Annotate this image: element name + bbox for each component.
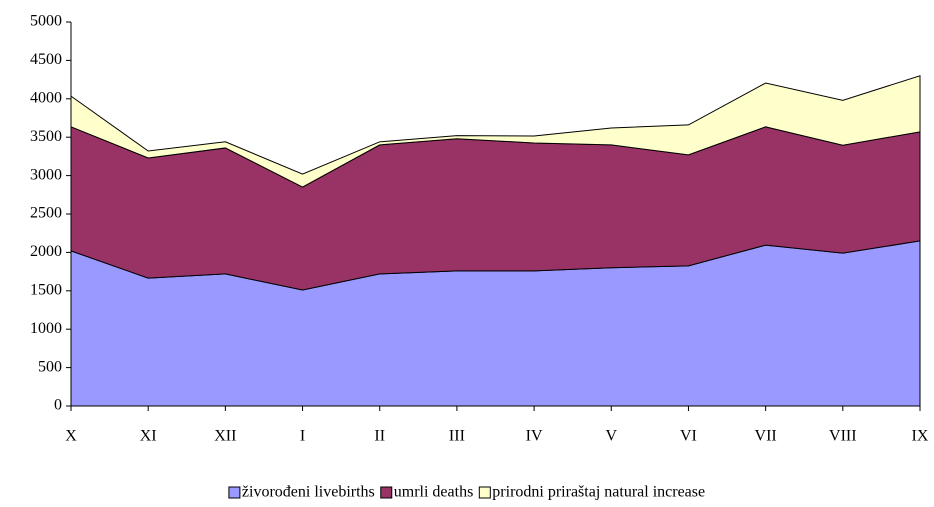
x-tick-label: X [65, 428, 77, 445]
legend-swatch [228, 486, 241, 499]
y-tick-label: 2500 [30, 205, 62, 222]
y-tick-label: 2000 [30, 243, 62, 260]
x-tick-label: V [605, 428, 617, 445]
y-tick-label: 3000 [30, 166, 62, 183]
y-tick-label: 1500 [30, 281, 62, 298]
y-tick-label: 3500 [30, 128, 62, 145]
x-tick-label: I [300, 428, 305, 445]
y-tick-label: 500 [38, 358, 62, 375]
x-tick-label: III [449, 428, 465, 445]
legend-label: prirodni priraštaj natural increase [492, 484, 705, 501]
x-tick-label: VII [755, 428, 777, 445]
x-tick-label: XI [140, 428, 157, 445]
area [70, 75, 921, 188]
x-tick-label: VI [680, 428, 697, 445]
legend-label: živorođeni livebirths [242, 484, 375, 501]
y-tick-label: 5000 [30, 13, 62, 30]
x-tick-label: IX [912, 428, 929, 445]
y-tick-label: 0 [54, 397, 62, 414]
legend-swatch [478, 486, 491, 499]
y-tick-label: 1000 [30, 320, 62, 337]
legend: živorođeni livebirths umrli deaths prirodn… [228, 484, 705, 501]
y-tick-label: 4000 [30, 89, 62, 106]
x-tick-label: XII [214, 428, 236, 445]
x-tick-label: II [374, 428, 385, 445]
y-tick-label: 4500 [30, 51, 62, 68]
x-tick-label: IV [526, 428, 543, 445]
legend-label: umrli deaths [394, 484, 474, 501]
x-tick-label: VIII [829, 428, 857, 445]
legend-swatch [380, 486, 393, 499]
